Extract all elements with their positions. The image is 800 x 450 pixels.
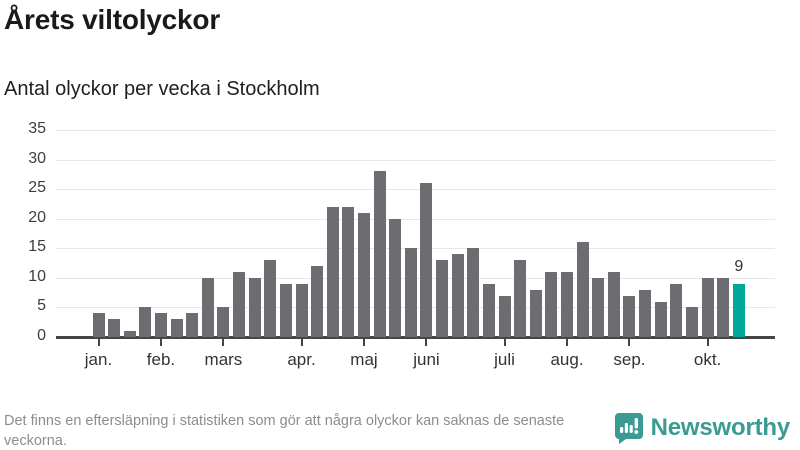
gridline (56, 130, 775, 131)
bar-week (264, 260, 277, 337)
x-axis-month-label: feb. (146, 350, 176, 369)
bar-week (654, 301, 667, 337)
footer-disclaimer: Det finns en eftersläpning i statistiken… (4, 413, 565, 449)
y-axis-tick-label: 0 (37, 327, 46, 344)
bar-week (92, 313, 105, 337)
bar-week (451, 254, 464, 337)
x-axis-tick (300, 339, 303, 346)
bar-week (123, 331, 136, 337)
y-axis-tick-label: 25 (28, 179, 46, 197)
bar-week (607, 271, 620, 337)
x-axis-tick (628, 339, 631, 346)
bar-week (248, 277, 261, 337)
x-axis-month-label: sep. (613, 350, 646, 369)
bar-week (717, 277, 730, 337)
bar-week (701, 277, 714, 337)
bar-week (685, 307, 698, 337)
bar-week (311, 266, 324, 337)
bar-week (639, 289, 652, 337)
bar-week (482, 283, 495, 337)
bar-week (217, 307, 230, 337)
x-axis-month-label: juni (413, 350, 440, 369)
x-axis-month-label: okt. (693, 350, 722, 369)
x-axis-tick (503, 339, 506, 346)
bar-week (436, 260, 449, 337)
bar-week (561, 271, 573, 337)
x-axis-tick (425, 339, 428, 346)
bar-week (186, 313, 199, 337)
bar-week (498, 295, 511, 337)
x-axis-tick (97, 339, 100, 346)
x-axis-month-label: apr. (287, 350, 316, 369)
bar-week (545, 271, 558, 337)
gridline (56, 159, 775, 161)
x-axis-tick (222, 339, 225, 346)
y-axis-tick-label: 15 (28, 238, 46, 256)
bar-week (201, 277, 214, 337)
bar-week (233, 271, 246, 337)
bar-week (295, 283, 308, 337)
page-title: Årets viltolyckor (4, 4, 221, 35)
bar-week (420, 183, 433, 337)
x-axis-month-label: jan. (84, 350, 113, 369)
bar-week (154, 313, 167, 337)
y-axis-tick-label: 10 (28, 267, 46, 285)
bar-week (389, 218, 402, 337)
bar-week (576, 242, 589, 337)
x-axis-line (56, 336, 775, 339)
newsworthy-logo: Newsworthy (614, 412, 790, 444)
x-axis-month-label: aug. (550, 350, 584, 369)
x-axis-tick (566, 339, 568, 346)
last-bar-value-label: 9 (734, 257, 744, 275)
y-axis-tick-label: 20 (28, 208, 46, 226)
bar-week (373, 171, 386, 337)
bar-week (670, 283, 683, 337)
brand-name: Newsworthy (650, 414, 791, 441)
gridline (56, 189, 775, 191)
bar-week (342, 206, 355, 337)
chart-subtitle: Antal olyckor per vecka i Stockholm (4, 78, 320, 100)
bar-week (514, 260, 527, 337)
x-axis-month-label: maj (350, 350, 378, 369)
bar-week (592, 277, 605, 337)
y-axis-tick-label: 35 (28, 120, 46, 137)
bar-week (139, 307, 152, 337)
bar-week (623, 295, 636, 337)
y-axis-tick-label: 5 (37, 297, 46, 315)
bar-week (170, 319, 183, 337)
x-axis-tick (706, 339, 709, 346)
bar-week (404, 248, 417, 337)
bar-week (108, 319, 121, 337)
newsworthy-chart-bubble-icon (614, 413, 643, 444)
bar-week (467, 248, 480, 337)
x-axis-tick (362, 339, 365, 346)
x-axis-month-label: mars (204, 350, 243, 369)
gridline (56, 218, 775, 220)
x-axis-month-label: juli (494, 350, 515, 369)
bar-week (529, 289, 542, 337)
bar-current-week (732, 283, 745, 337)
bar-week (279, 283, 292, 337)
x-axis-tick (159, 339, 162, 346)
bar-week (326, 206, 339, 337)
y-axis-tick-label: 30 (28, 149, 46, 167)
bar-week (357, 212, 370, 337)
